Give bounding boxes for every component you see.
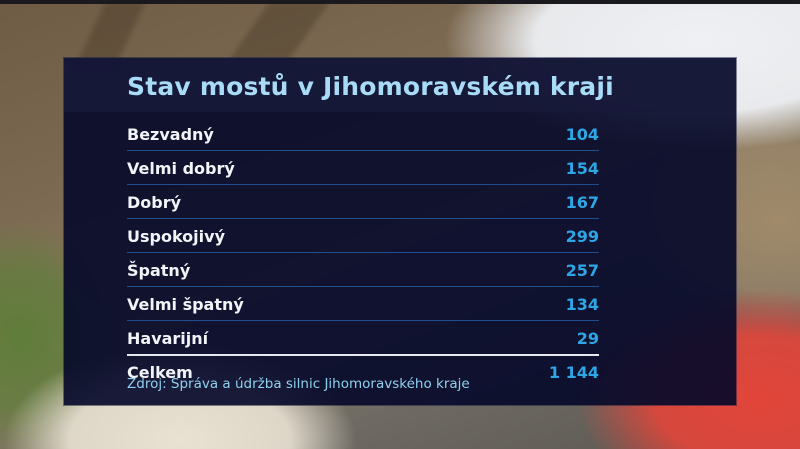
panel-header [64,58,736,112]
row-value: 29 [576,328,599,348]
top-frame-band [0,0,800,4]
row-label: Uspokojivý [127,226,225,246]
table-row: Dobrý 167 [127,186,599,219]
total-value: 1 144 [548,362,599,382]
row-label: Velmi dobrý [127,158,235,178]
row-value: 134 [565,294,599,314]
table-row: Uspokojivý 299 [127,220,599,253]
row-value: 299 [565,226,599,246]
source-note: Zdroj: Správa a údržba silnic Jihomoravs… [127,376,470,392]
bridge-condition-table: Bezvadný 104 Velmi dobrý 154 Dobrý 167 U… [127,118,599,388]
total-row: Celkem 1 144 [127,357,599,387]
table-row: Špatný 257 [127,254,599,287]
table-row: Havarijní 29 [127,322,599,356]
row-label: Špatný [127,260,191,280]
row-value: 104 [565,124,599,144]
table-row: Bezvadný 104 [127,118,599,151]
row-label: Bezvadný [127,124,214,144]
row-value: 167 [565,192,599,212]
row-value: 257 [565,260,599,280]
row-label: Havarijní [127,328,209,348]
row-label: Dobrý [127,192,182,212]
table-row: Velmi špatný 134 [127,288,599,321]
total-label: Celkem [127,362,193,382]
table-row: Velmi dobrý 154 [127,152,599,185]
graphic-title: Stav mostů v Jihomoravském kraji [127,72,614,101]
row-value: 154 [565,158,599,178]
row-label: Velmi špatný [127,294,244,314]
info-graphic-panel: Stav mostů v Jihomoravském kraji Bezvadn… [64,58,736,405]
